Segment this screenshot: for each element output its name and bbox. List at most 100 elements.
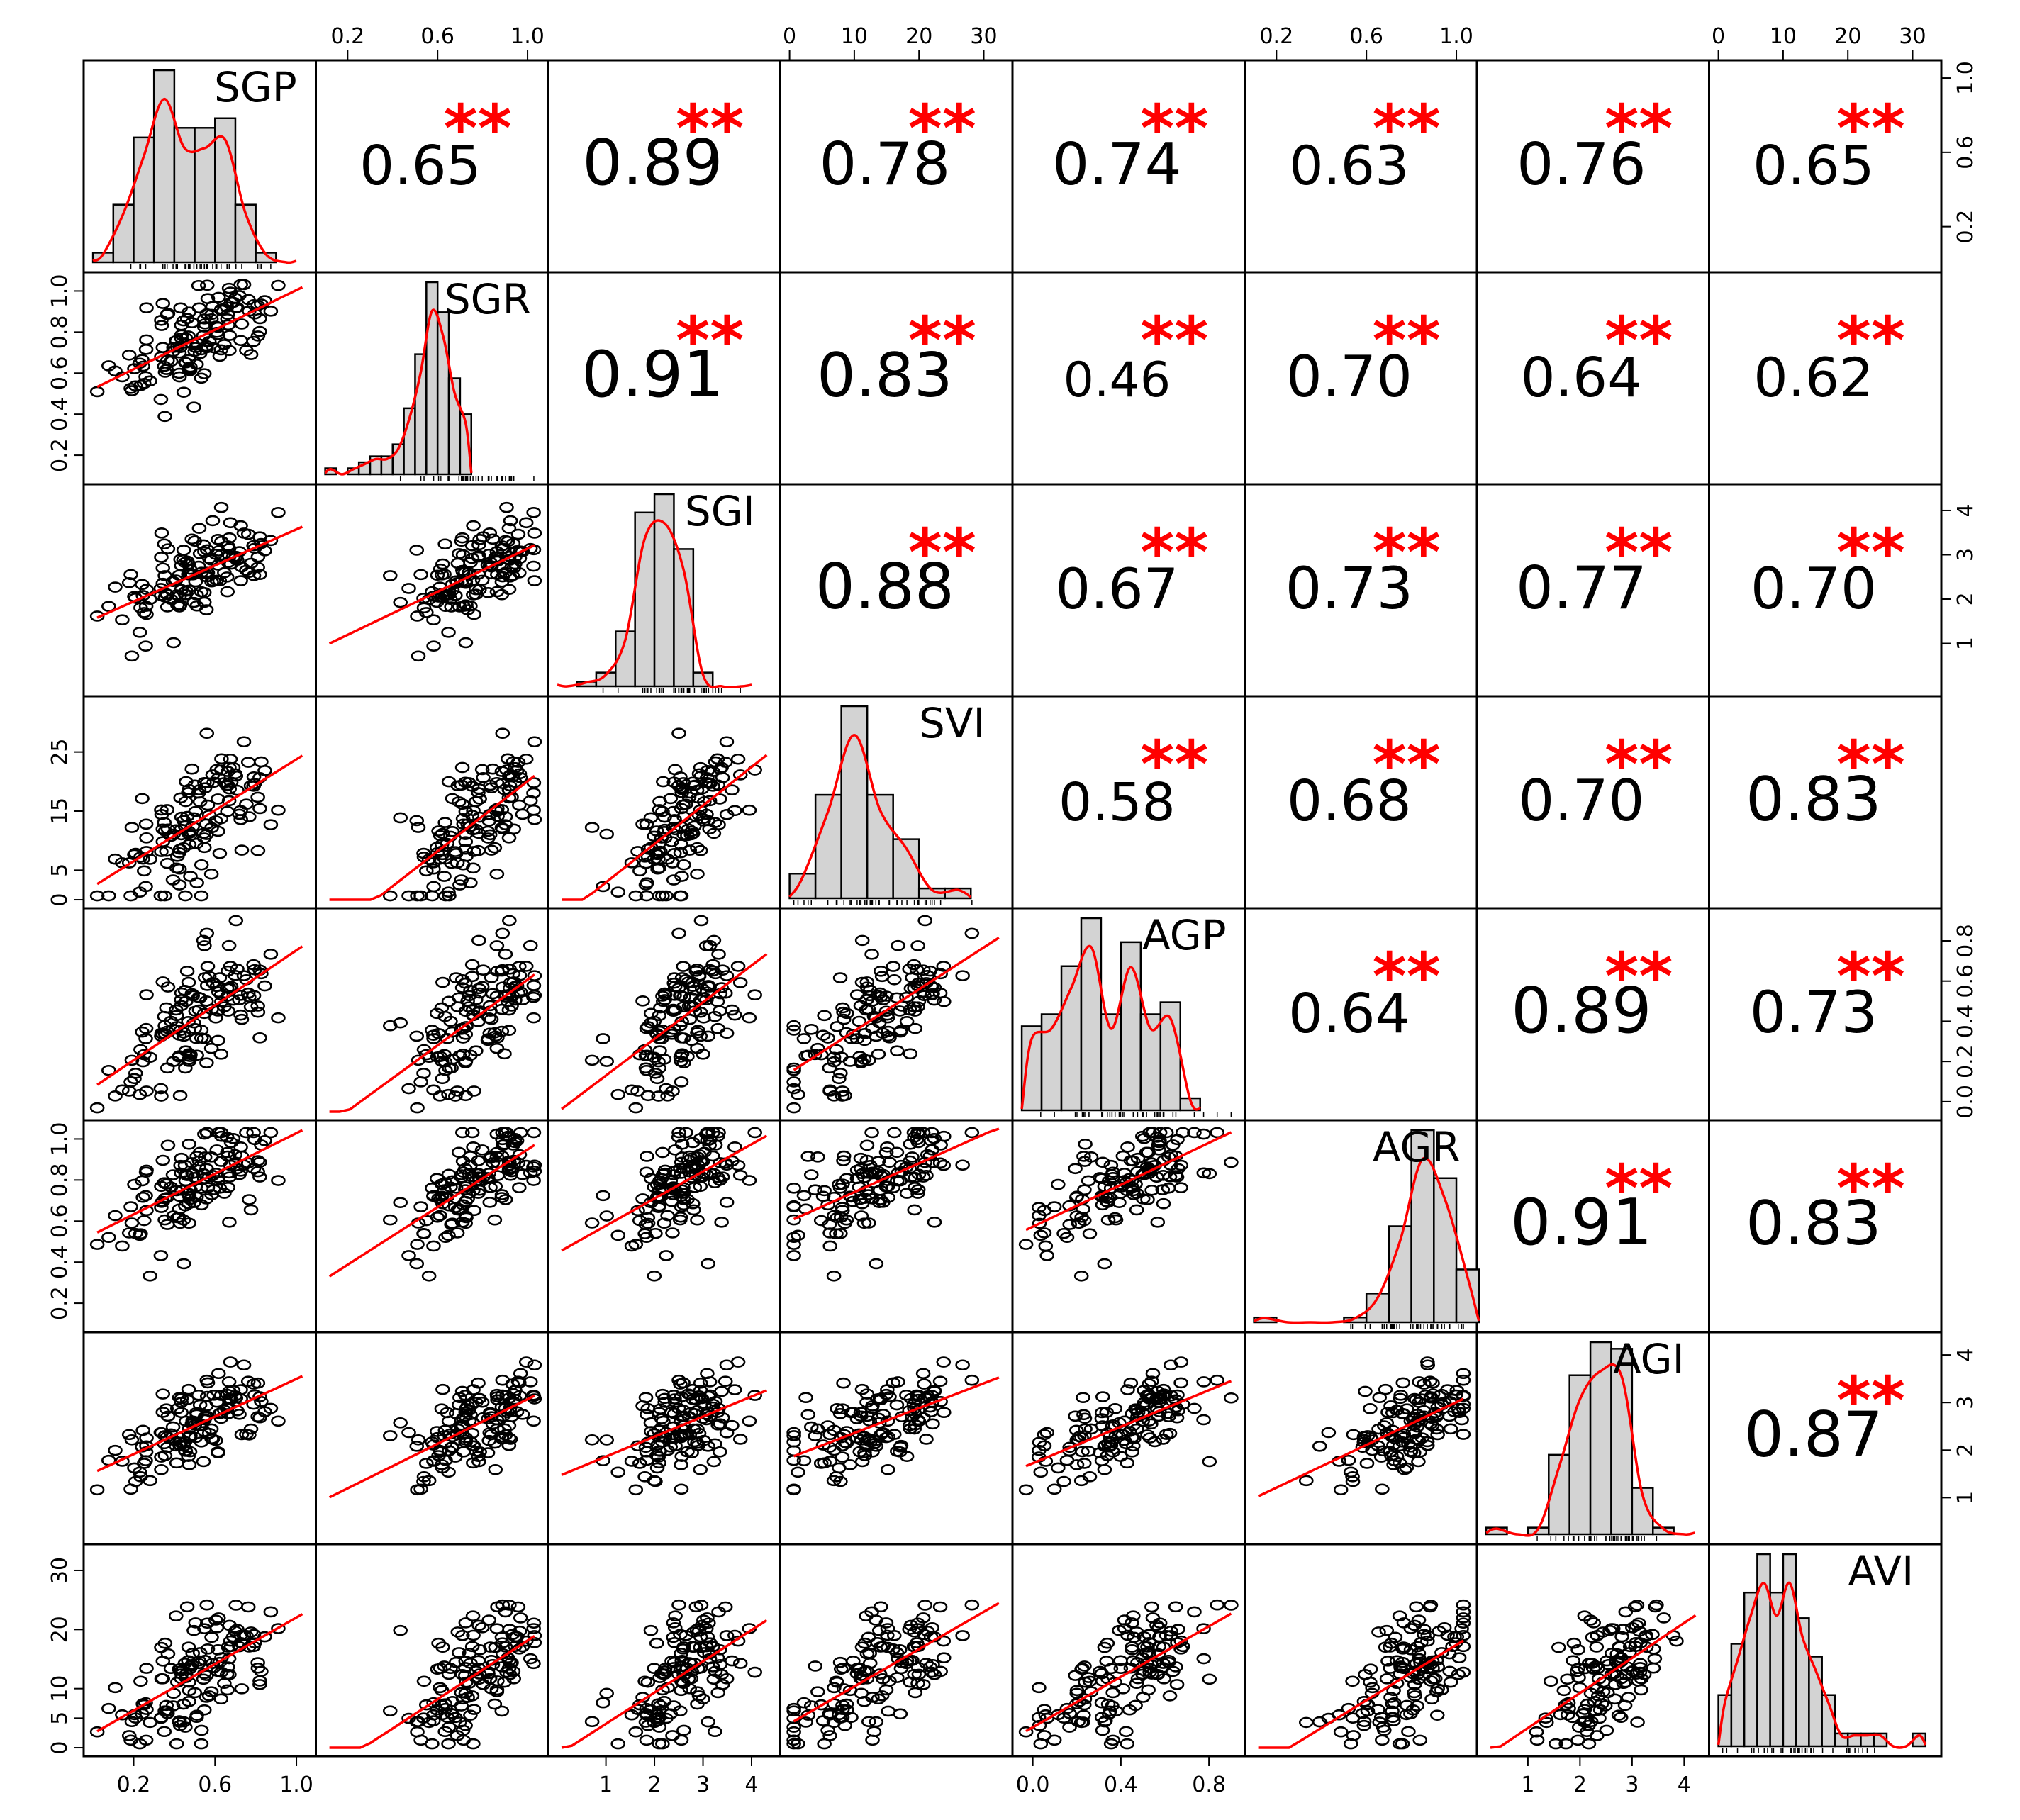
data-point (223, 981, 239, 993)
data-point (1386, 1685, 1401, 1697)
data-point (501, 1419, 517, 1431)
data-point (154, 527, 169, 539)
data-point (182, 1696, 196, 1707)
data-point (859, 1139, 875, 1151)
tick-label: 10 (48, 1675, 72, 1702)
data-point (1360, 1430, 1376, 1441)
data-point (1202, 1673, 1217, 1685)
data-point (835, 1451, 850, 1463)
data-point (803, 1024, 819, 1035)
data-point (431, 1637, 446, 1649)
data-point (228, 915, 244, 927)
data-point (433, 1682, 447, 1694)
data-point (155, 1673, 171, 1685)
data-point (1406, 1447, 1422, 1458)
density-curve (92, 97, 297, 264)
data-point (656, 1668, 671, 1680)
data-point (246, 990, 262, 1001)
data-point (411, 1434, 426, 1446)
data-point (1298, 1716, 1314, 1729)
data-point (681, 1154, 696, 1166)
data-point (172, 591, 187, 602)
data-point (154, 1463, 169, 1475)
data-point (673, 1629, 688, 1641)
data-point (157, 1193, 173, 1204)
data-point (450, 1227, 465, 1239)
data-point (719, 1027, 735, 1039)
data-point (172, 371, 187, 383)
data-point (1384, 1450, 1399, 1461)
correlation-value: 0.89 (1511, 973, 1651, 1047)
data-point (176, 1258, 191, 1270)
data-point (409, 1441, 425, 1452)
data-point (1629, 1600, 1645, 1611)
data-point (920, 970, 935, 981)
data-point (204, 576, 219, 588)
correlation-value: 0.78 (819, 130, 950, 199)
histogram-AGP (1020, 917, 1232, 1117)
data-point (689, 1624, 705, 1635)
data-point (1403, 1441, 1418, 1453)
significance-stars: ** (1373, 727, 1441, 803)
data-point (169, 1403, 185, 1414)
data-point (718, 757, 733, 768)
data-point (184, 317, 199, 328)
data-point (1097, 1463, 1112, 1475)
data-point (712, 1446, 727, 1458)
data-point (880, 1180, 895, 1193)
data-point (859, 1673, 875, 1685)
data-point (462, 1405, 476, 1416)
data-point (1108, 1214, 1124, 1226)
data-point (487, 842, 503, 854)
data-point (526, 991, 541, 1003)
data-point (652, 1010, 667, 1022)
data-point (252, 1032, 267, 1044)
data-point (527, 1637, 542, 1648)
data-point (155, 298, 171, 309)
data-point (471, 987, 487, 999)
data-point (1032, 1682, 1047, 1694)
data-point (682, 844, 698, 856)
data-point (89, 386, 105, 398)
data-point (854, 934, 870, 947)
data-point (839, 1173, 854, 1185)
tick-label: 1.0 (1953, 61, 1978, 95)
data-point (915, 1368, 931, 1380)
data-point (494, 1631, 510, 1643)
data-point (223, 776, 239, 788)
tick-label: 0 (1712, 24, 1725, 49)
data-point (827, 1056, 842, 1068)
data-point (471, 1377, 486, 1389)
data-point (138, 344, 154, 355)
data-point (651, 1090, 666, 1102)
data-point (445, 1431, 460, 1443)
data-point (878, 1146, 894, 1159)
data-point (450, 1730, 465, 1741)
data-point (1083, 1686, 1099, 1697)
data-point (651, 1056, 666, 1068)
data-point (1375, 1483, 1390, 1495)
data-point (467, 1704, 481, 1715)
data-point (910, 1662, 926, 1673)
data-point (599, 828, 614, 840)
data-point (213, 1049, 229, 1060)
data-point (861, 1217, 876, 1229)
data-point (1127, 1631, 1142, 1643)
data-point (880, 1641, 895, 1653)
data-point (1224, 1600, 1239, 1611)
data-point (515, 808, 530, 820)
data-point (1425, 1388, 1441, 1400)
data-point (464, 1641, 480, 1653)
smoother-line (328, 1144, 535, 1278)
data-point (610, 1088, 626, 1100)
data-point (1380, 1656, 1395, 1667)
data-point (871, 1624, 887, 1636)
data-point (870, 1637, 885, 1648)
data-point (1032, 1217, 1047, 1229)
data-point (1098, 1439, 1113, 1451)
data-point (849, 989, 865, 1000)
data-point (874, 1601, 888, 1613)
data-point (676, 961, 691, 972)
variable-label-AVI: AVI (1848, 1547, 1914, 1595)
data-point (1560, 1673, 1575, 1685)
